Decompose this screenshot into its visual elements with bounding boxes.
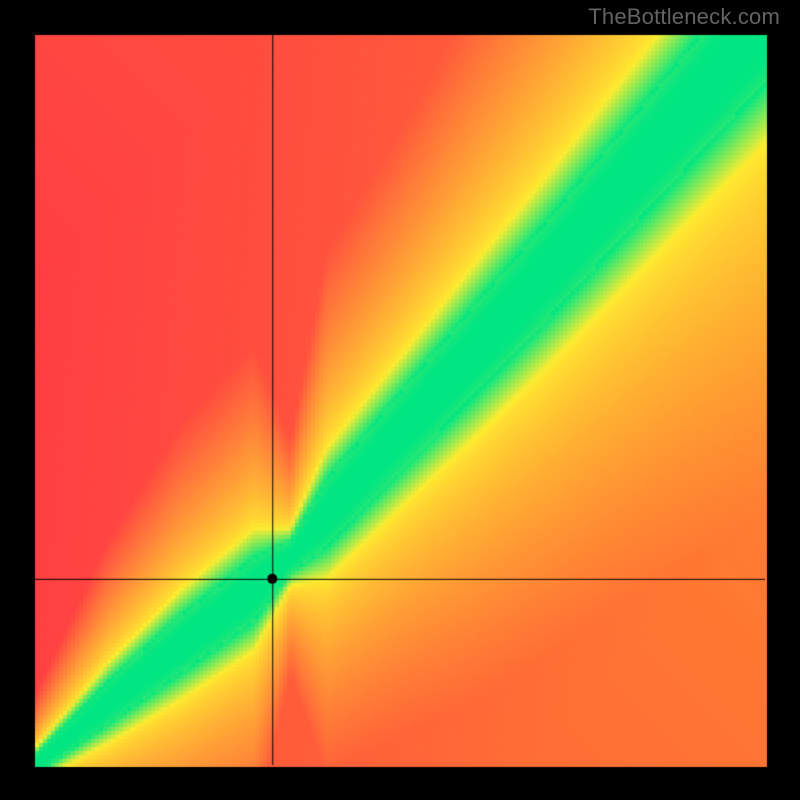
- watermark-text: TheBottleneck.com: [588, 4, 780, 30]
- heatmap-canvas: [0, 0, 800, 800]
- chart-container: TheBottleneck.com: [0, 0, 800, 800]
